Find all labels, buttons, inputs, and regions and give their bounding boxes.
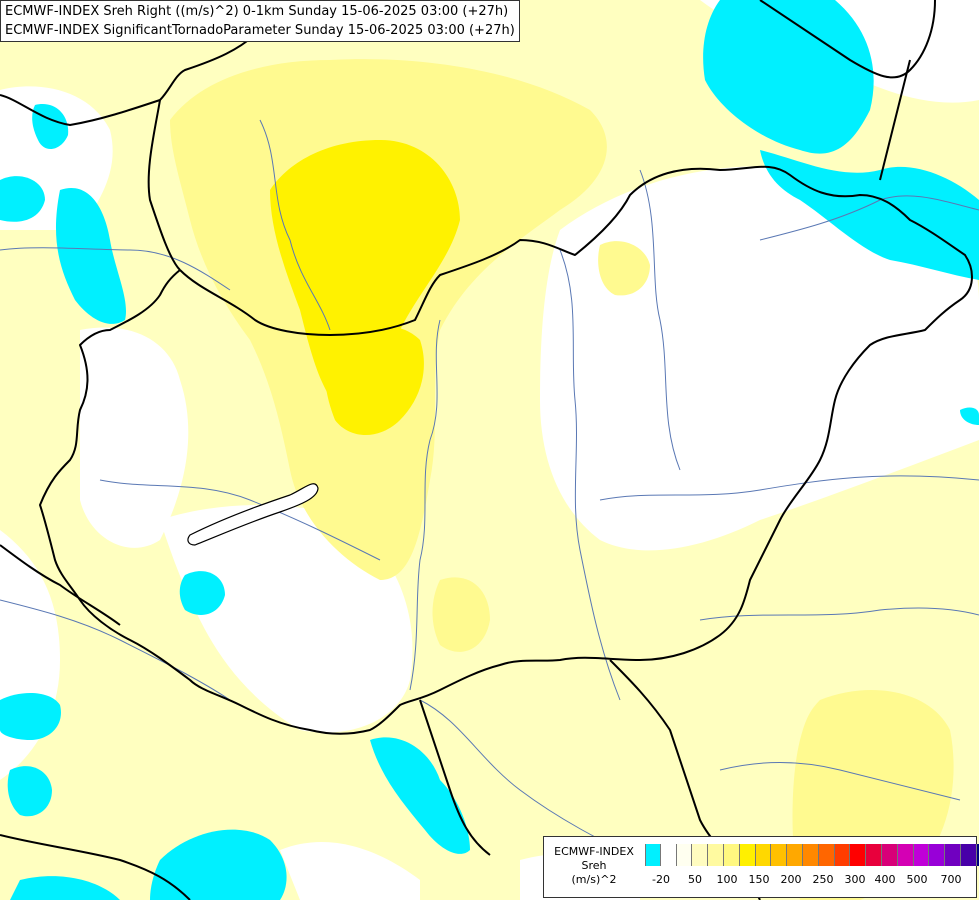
legend-swatch xyxy=(945,844,961,866)
legend-swatch xyxy=(755,844,772,866)
legend-tick-label: 700 xyxy=(940,873,962,886)
legend-swatch xyxy=(976,844,979,866)
legend-swatch xyxy=(881,844,898,866)
legend-tick-label: 150 xyxy=(748,873,770,886)
map-title-box: ECMWF-INDEX Sreh Right ((m/s)^2) 0-1km S… xyxy=(0,0,520,42)
legend-swatch xyxy=(771,844,788,866)
title-line-sreh: ECMWF-INDEX Sreh Right ((m/s)^2) 0-1km S… xyxy=(5,4,509,19)
legend-tick-label: 300 xyxy=(844,873,866,886)
legend-tick-label: 250 xyxy=(812,873,834,886)
legend-tick-label: -20 xyxy=(652,873,670,886)
legend-swatch xyxy=(739,844,756,866)
rivers xyxy=(0,119,979,861)
color-legend: ECMWF-INDEX Sreh (m/s)^2 -20 50 100 150 200 2… xyxy=(543,836,979,898)
title-line-stp: ECMWF-INDEX SignificantTornadoParameter … xyxy=(5,23,515,38)
legend-swatch xyxy=(708,844,724,866)
legend-swatch xyxy=(645,844,661,866)
legend-swatch xyxy=(866,844,882,866)
legend-swatch xyxy=(676,844,693,866)
legend-swatch xyxy=(897,844,914,866)
legend-swatch xyxy=(818,844,835,866)
legend-swatch xyxy=(660,844,677,866)
legend-title: ECMWF-INDEX Sreh (m/s)^2 xyxy=(546,845,642,887)
legend-swatch xyxy=(723,844,740,866)
legend-variable: Sreh xyxy=(581,859,607,872)
legend-tick-label: 100 xyxy=(716,873,738,886)
legend-swatch xyxy=(913,844,930,866)
legend-swatch xyxy=(834,844,851,866)
legend-swatches xyxy=(645,844,979,866)
legend-swatch xyxy=(960,844,977,866)
legend-tick-label: 50 xyxy=(688,873,702,886)
yellow-areas xyxy=(170,59,954,900)
legend-swatch xyxy=(692,844,709,866)
legend-tick-label: 400 xyxy=(874,873,896,886)
legend-ticks: -20 50 100 150 200 250 300 400 500 700 xyxy=(645,873,975,889)
legend-source: ECMWF-INDEX xyxy=(554,845,634,858)
legend-tick-label: 500 xyxy=(906,873,928,886)
legend-tick-label: 200 xyxy=(780,873,802,886)
legend-swatch xyxy=(787,844,803,866)
legend-swatch xyxy=(850,844,867,866)
legend-swatch xyxy=(929,844,946,866)
lake-outline xyxy=(187,483,319,546)
legend-swatch xyxy=(802,844,819,866)
legend-unit: (m/s)^2 xyxy=(571,873,617,886)
